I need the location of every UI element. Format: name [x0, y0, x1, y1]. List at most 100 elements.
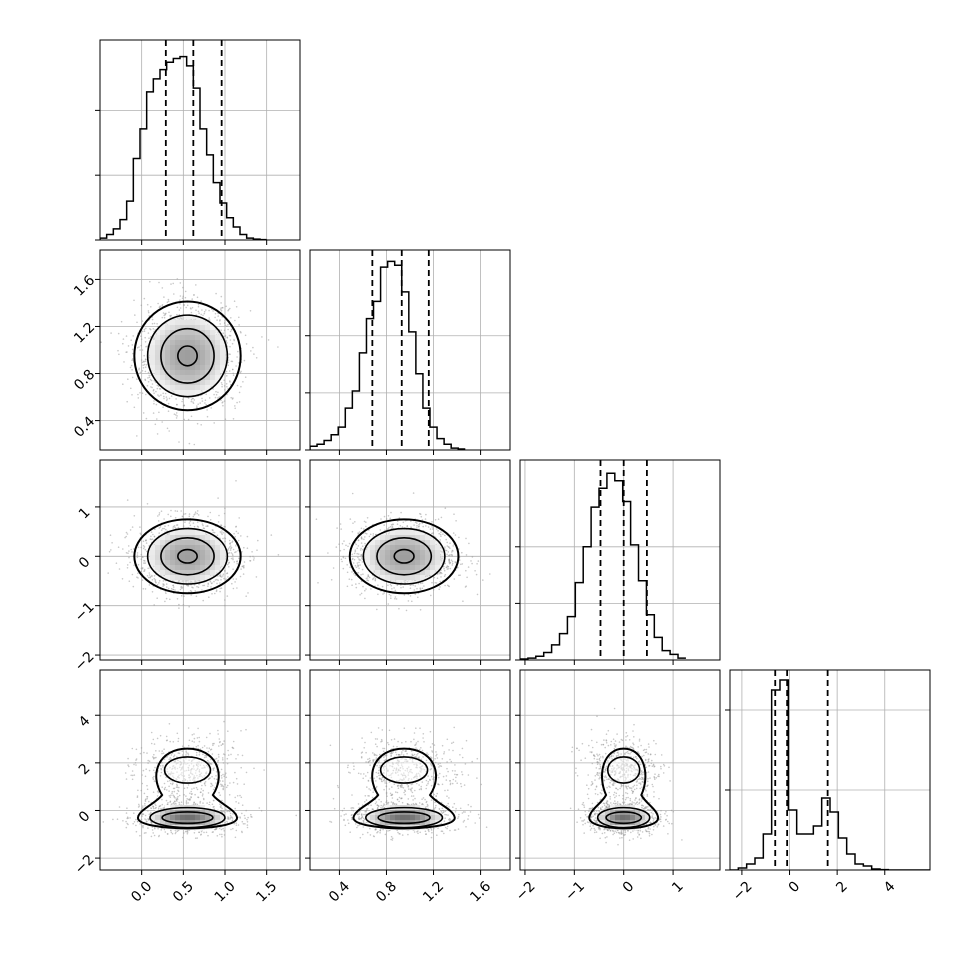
sample-point [219, 582, 221, 584]
sample-point [372, 577, 375, 580]
sample-point [117, 349, 119, 352]
sample-point [145, 539, 147, 542]
sample-point [368, 535, 371, 538]
sample-point [439, 539, 442, 541]
sample-point [107, 572, 109, 574]
sample-point [131, 359, 133, 362]
sample-point [403, 594, 406, 596]
sample-point [163, 314, 165, 317]
sample-point [362, 528, 365, 530]
sample-point [214, 396, 217, 399]
sample-point [349, 566, 351, 569]
sample-point [215, 393, 218, 396]
sample-point [220, 532, 223, 534]
sample-point [228, 334, 231, 337]
sample-point [421, 582, 424, 584]
sample-point [270, 534, 273, 536]
sample-point [412, 584, 415, 586]
sample-point [267, 339, 270, 341]
sample-point [197, 305, 200, 308]
sample-point [124, 536, 126, 539]
sample-point [348, 578, 351, 580]
sample-point [229, 549, 232, 551]
sample-point [401, 526, 404, 528]
sample-point [219, 590, 221, 593]
sample-point [179, 588, 182, 591]
sample-point [227, 323, 229, 326]
sample-point [158, 527, 161, 529]
sample-point [229, 339, 232, 341]
sample-point [394, 597, 396, 600]
sample-point [158, 388, 161, 390]
sample-point [444, 549, 447, 552]
sample-point [360, 557, 363, 559]
sample-point [141, 320, 144, 322]
sample-point [351, 558, 354, 561]
sample-point [432, 532, 435, 534]
sample-point [142, 412, 145, 414]
sample-point [227, 576, 229, 578]
sample-point [196, 405, 198, 407]
sample-point [170, 314, 172, 317]
sample-point [240, 370, 242, 373]
sample-point [229, 345, 231, 348]
sample-point [431, 526, 434, 528]
sample-point [380, 518, 382, 520]
sample-point [242, 566, 245, 568]
sample-point [100, 341, 102, 344]
sample-point [146, 575, 149, 577]
sample-point [220, 576, 223, 578]
sample-point [196, 525, 199, 528]
sample-point [165, 399, 168, 402]
sample-point [249, 555, 251, 558]
sample-point [440, 531, 442, 533]
sample-point [183, 513, 185, 515]
sample-point [461, 551, 463, 554]
sample-point [147, 381, 150, 383]
sample-point [153, 575, 156, 577]
sample-point [460, 563, 462, 566]
sample-point [191, 298, 193, 300]
sample-point [436, 577, 439, 579]
sample-point [352, 562, 355, 564]
sample-point [212, 531, 214, 534]
sample-point [395, 598, 398, 600]
sample-point [151, 318, 154, 321]
sample-point [172, 586, 175, 588]
sample-point [166, 427, 169, 430]
sample-point [465, 585, 468, 587]
sample-point [353, 552, 356, 555]
sample-point [219, 323, 221, 325]
sample-point [354, 564, 357, 567]
sample-point [163, 584, 165, 586]
sample-point [236, 560, 238, 563]
sample-point [439, 571, 441, 574]
sample-point [210, 582, 213, 585]
sample-point [173, 413, 176, 416]
sample-point [355, 566, 358, 569]
sample-point [188, 513, 191, 515]
sample-point [190, 400, 193, 403]
sample-point [232, 374, 235, 377]
sample-point [147, 311, 150, 314]
sample-point [162, 585, 164, 587]
sample-point [233, 561, 236, 563]
sample-point [178, 607, 180, 609]
sample-point [476, 563, 478, 565]
sample-point [425, 525, 427, 527]
sample-point [444, 584, 446, 587]
sample-point [351, 584, 353, 586]
sample-point [237, 362, 240, 364]
sample-point [224, 540, 226, 543]
sample-point [179, 282, 182, 284]
sample-point [206, 415, 209, 418]
sample-point [188, 522, 191, 524]
sample-point [339, 549, 342, 552]
sample-point [235, 526, 237, 528]
sample-point [215, 589, 218, 591]
sample-point [235, 578, 238, 580]
sample-point [164, 590, 167, 593]
sample-point [349, 518, 352, 520]
sample-point [144, 341, 147, 343]
sample-point [134, 314, 136, 316]
